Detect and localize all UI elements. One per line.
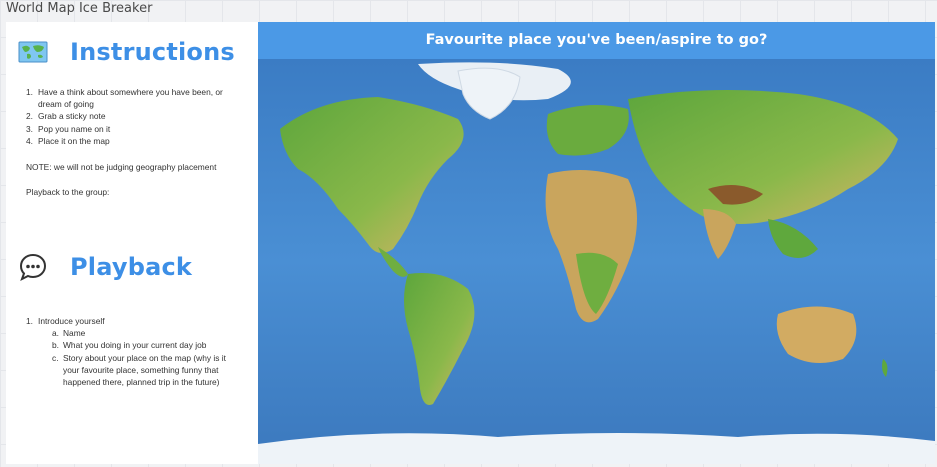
list-item: 1. Have a think about somewhere you have … [26,86,236,110]
list-item: b. What you doing in your current day job [26,339,238,351]
world-map-icon [18,40,48,64]
board-title: World Map Ice Breaker [6,1,152,16]
playback-list: 1. Introduce yourself a. Name b. What you d… [26,315,238,388]
instructions-title: Instructions [70,38,235,66]
playback-sublist: a. Name b. What you doing in your current … [26,327,238,388]
list-item: 1. Introduce yourself [26,315,238,327]
list-item: 3. Pop you name on it [26,123,236,135]
playback-title: Playback [70,253,192,281]
list-item: a. Name [26,327,238,339]
world-map-image[interactable] [258,59,935,464]
instructions-heading: Instructions [18,38,235,66]
instructions-panel[interactable]: Instructions 1. Have a think about somewh… [6,22,258,464]
playback-intro-text: Playback to the group: [26,187,109,197]
playback-heading: Playback [18,252,192,282]
list-item: 4. Place it on the map [26,135,236,147]
note-text: NOTE: we will not be judging geography p… [26,162,216,172]
map-title: Favourite place you've been/aspire to go… [258,22,935,59]
world-map-frame[interactable]: Favourite place you've been/aspire to go… [258,22,935,464]
list-item: 2. Grab a sticky note [26,110,236,122]
instructions-steps: 1. Have a think about somewhere you have … [26,86,236,147]
speech-bubble-icon [18,252,48,282]
list-item: c. Story about your place on the map (why… [26,352,238,389]
antarctica [258,433,935,464]
